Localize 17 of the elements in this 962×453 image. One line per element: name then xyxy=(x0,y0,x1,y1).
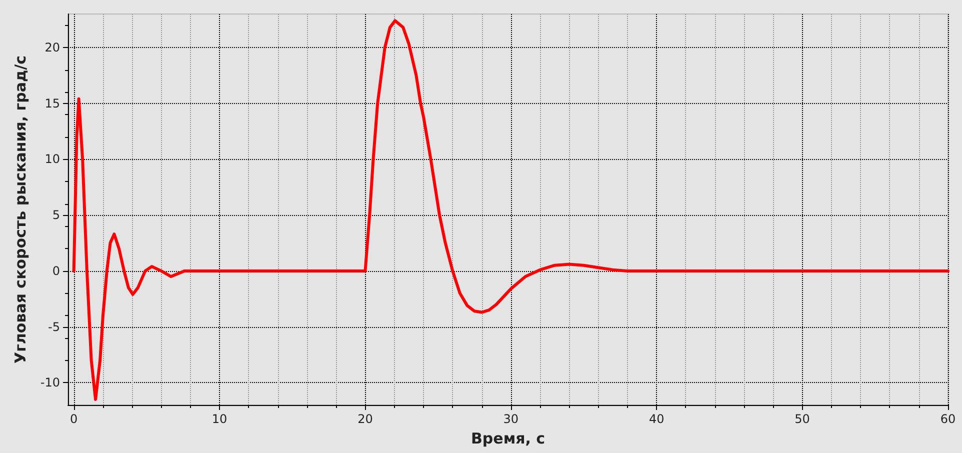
y-tick-label: 10 xyxy=(44,152,60,166)
x-tick-label: 60 xyxy=(940,412,956,426)
y-tick-label: 15 xyxy=(44,96,60,110)
x-tick-label: 40 xyxy=(648,412,664,426)
x-axis-title: Время, с xyxy=(470,430,546,448)
y-axis-title: Угловая скорость рыскания, град/с xyxy=(12,56,30,364)
x-tick-label: 20 xyxy=(358,412,373,426)
y-tick-label: 5 xyxy=(52,208,60,222)
x-tick-label: 10 xyxy=(212,412,228,426)
x-tick-label: 0 xyxy=(70,412,78,426)
y-tick-label: 0 xyxy=(52,264,60,278)
y-tick-label: -5 xyxy=(48,320,60,334)
x-tick-label: 50 xyxy=(794,412,810,426)
line-series xyxy=(72,19,950,401)
x-tick-label: 30 xyxy=(503,412,519,426)
y-tick-label: 20 xyxy=(44,40,60,55)
y-tick-label: -10 xyxy=(40,376,60,390)
